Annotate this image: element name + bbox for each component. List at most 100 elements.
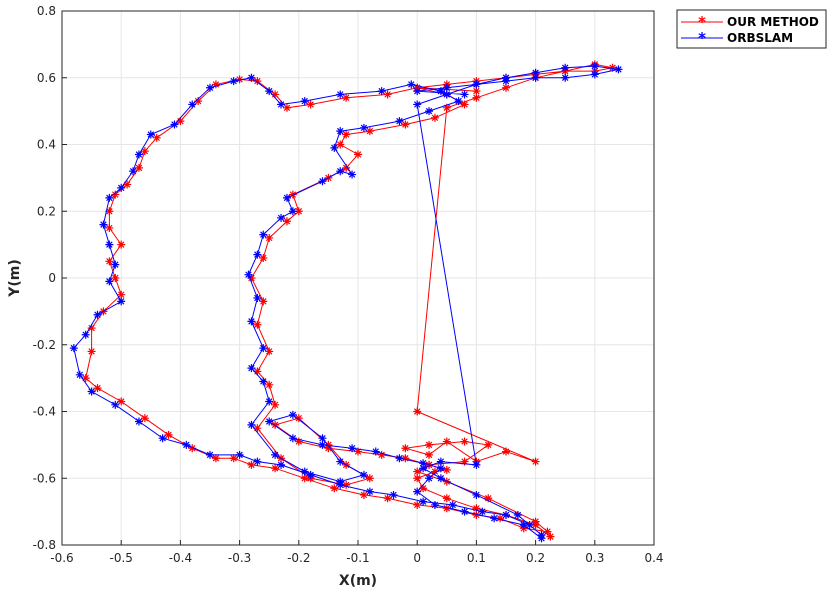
data-point [294, 414, 303, 423]
data-point [425, 440, 434, 449]
data-point [259, 377, 268, 386]
data-point [425, 474, 434, 483]
y-axis-label: Y(m) [7, 259, 23, 298]
data-point [525, 520, 534, 529]
data-point [318, 177, 327, 186]
data-point [247, 73, 256, 82]
data-point [401, 444, 410, 453]
legend-marker-our-method: * [698, 13, 706, 31]
data-point [117, 290, 126, 299]
legend-box [676, 9, 827, 49]
data-point [158, 434, 167, 443]
x-tick-label: -0.6 [50, 551, 73, 565]
data-point [442, 103, 451, 112]
data-point [247, 317, 256, 326]
data-point [265, 347, 274, 356]
data-point [99, 220, 108, 229]
data-point [93, 384, 102, 393]
data-point [419, 484, 428, 493]
series-line-our-method [85, 63, 613, 538]
data-point [176, 117, 185, 126]
data-point [111, 274, 120, 282]
legend-label-orbslam: ORBSLAM [727, 31, 793, 45]
data-point [354, 447, 362, 456]
data-point [531, 517, 540, 526]
y-tick-label: 0.2 [37, 204, 56, 218]
data-point [81, 374, 90, 383]
data-point [496, 514, 505, 523]
data-point [140, 414, 149, 423]
data-point [288, 207, 297, 216]
data-point [253, 294, 262, 303]
data-point [531, 457, 540, 466]
data-point [271, 450, 280, 459]
data-point [413, 474, 422, 483]
data-point [478, 507, 487, 516]
data-point [194, 97, 203, 106]
data-point [590, 70, 599, 79]
data-point [188, 100, 197, 109]
data-point [247, 460, 256, 469]
data-point [460, 457, 469, 466]
x-tick-label: 0.1 [467, 551, 486, 565]
x-tick-labels: -0.6 -0.5 -0.4 -0.3 -0.2 -0.1 0 0.1 0.2 0.3 0.4 [50, 551, 663, 565]
data-point [117, 297, 126, 306]
data-point [460, 437, 469, 446]
data-point [277, 213, 286, 222]
data-point [425, 107, 434, 116]
legend-label-our-method: OUR METHOD [727, 15, 819, 29]
y-tick-label: -0.6 [33, 471, 56, 485]
data-point [401, 120, 410, 129]
data-point [336, 127, 345, 136]
data-point [342, 93, 351, 102]
y-tick-label: 0.8 [37, 4, 56, 18]
data-point [472, 87, 481, 96]
data-point [419, 459, 428, 468]
data-point [134, 417, 143, 426]
data-point [87, 347, 96, 356]
data-point [395, 117, 404, 126]
data-point [188, 444, 197, 453]
data-point [93, 310, 102, 319]
data-point [265, 87, 274, 96]
data-point [460, 90, 469, 99]
data-point [294, 437, 303, 446]
data-point [472, 80, 481, 89]
data-point [419, 464, 428, 473]
data-point [75, 370, 84, 379]
data-point [460, 100, 469, 109]
data-point [244, 270, 253, 279]
data-point [442, 83, 451, 92]
data-point [324, 440, 333, 449]
x-tick-label: 0 [413, 551, 421, 565]
data-point [502, 83, 510, 92]
x-tick-label: -0.4 [169, 551, 192, 565]
data-point [170, 120, 179, 129]
data-point [546, 532, 555, 541]
data-point [259, 344, 268, 353]
data-point [253, 320, 262, 329]
data-point [117, 183, 126, 192]
data-point [253, 457, 262, 466]
data-point [442, 437, 451, 446]
data-point [460, 507, 469, 516]
data-point [265, 397, 274, 406]
data-point [253, 424, 262, 433]
data-point [123, 180, 132, 189]
data-point [608, 63, 617, 72]
data-point [407, 80, 416, 89]
x-tick-label: -0.2 [287, 551, 310, 565]
data-point [206, 450, 214, 459]
y-tick-labels: -0.8 -0.6 -0.4 -0.2 0 0.2 0.4 0.6 0.8 [33, 4, 56, 552]
data-point [413, 407, 422, 416]
data-point [342, 480, 351, 489]
series-layer [69, 60, 623, 543]
data-point [140, 147, 149, 156]
x-tick-label: 0.4 [644, 551, 663, 565]
data-point [247, 420, 256, 429]
x-tick-label: -0.3 [228, 551, 251, 565]
data-point [561, 73, 570, 82]
data-point [519, 520, 528, 529]
data-point [336, 480, 345, 489]
data-point [484, 440, 493, 449]
